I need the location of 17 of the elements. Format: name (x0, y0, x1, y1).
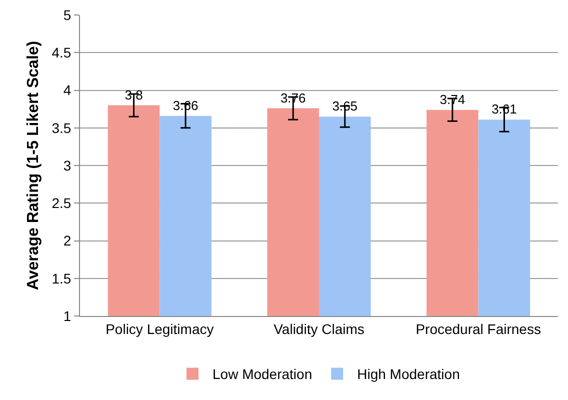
y-tick-label: 3.5 (52, 120, 72, 136)
y-tick-label: 1.5 (52, 270, 72, 286)
x-tick-label: Policy Legitimacy (106, 320, 214, 337)
y-axis-title: Average Rating (1-5 Likert Scale) (25, 40, 42, 290)
y-tick-label: 4 (63, 82, 72, 98)
data-label: 3.74 (440, 92, 466, 107)
y-tick-label: 3 (63, 157, 72, 174)
y-tick-label: 2 (63, 232, 72, 249)
y-tick-label: 5 (63, 6, 72, 23)
data-label: 3.76 (280, 90, 306, 106)
y-tick-label: 2.5 (52, 195, 72, 212)
y-tick-label: 4.5 (52, 44, 72, 61)
legend-label: High Moderation (357, 366, 460, 382)
legend-label: Low Moderation (212, 366, 312, 382)
x-tick-label: Procedural Fairness (416, 320, 541, 337)
x-tick-label: Validity Claims (274, 320, 364, 337)
y-tick-label: 1 (63, 308, 72, 324)
